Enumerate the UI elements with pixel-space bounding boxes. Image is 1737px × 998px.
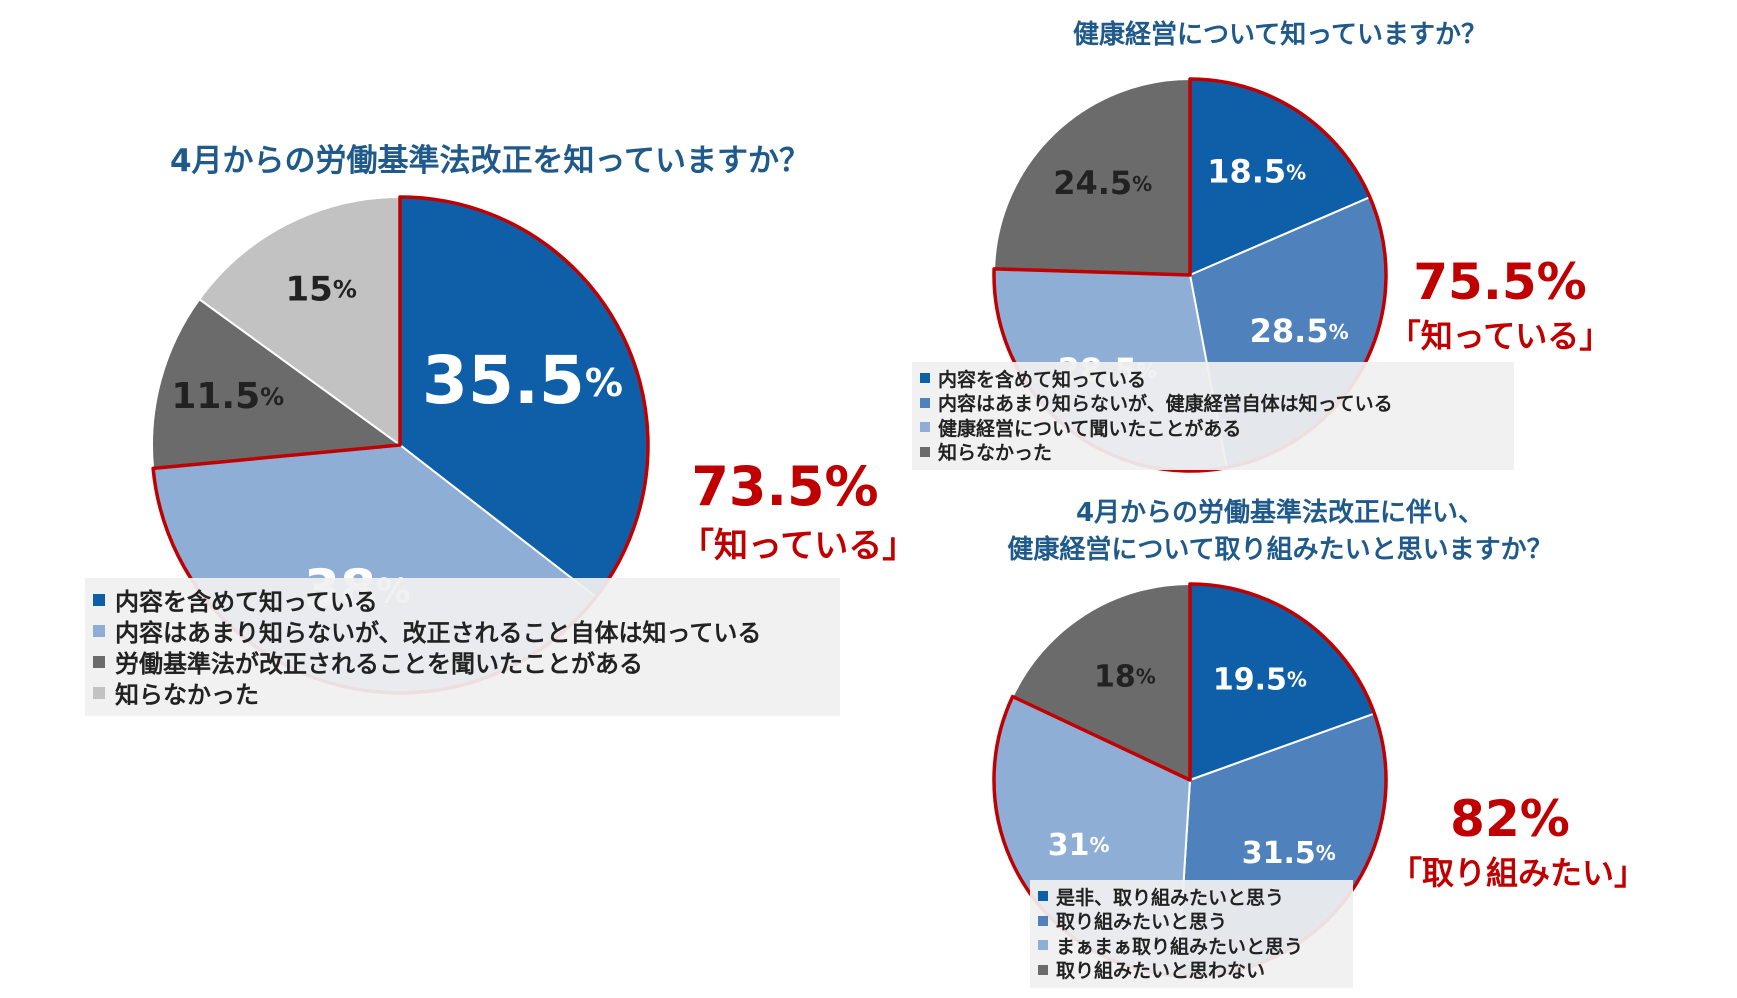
chart3-legend-swatch-1 xyxy=(1038,891,1048,902)
chart2-legend-item-2: 内容はあまり知らないが、健康経営自体は知っている xyxy=(920,391,1506,416)
chart3-slice-1-unit: % xyxy=(1287,667,1307,691)
chart3-legend-item-3: まぁまぁ取り組みたいと思う xyxy=(1038,933,1345,958)
chart3-slice-1-label: 19.5% xyxy=(1213,662,1307,697)
chart2-slice-4-value: 24.5 xyxy=(1053,164,1132,202)
chart1-slice-3-label: 11.5% xyxy=(171,376,284,417)
chart3-slice-3-label: 31% xyxy=(1048,827,1110,862)
chart2-legend-swatch-2 xyxy=(920,397,930,408)
chart1-legend-label-2: 内容はあまり知らないが、改正されること自体は知っている xyxy=(115,619,762,647)
chart2-summary-value: 75.5% xyxy=(1413,253,1587,311)
chart3-legend-item-4: 取り組みたいと思わない xyxy=(1038,958,1345,983)
chart2-legend: 内容を含めて知っている 内容はあまり知らないが、健康経営自体は知っている 健康経営に… xyxy=(912,362,1514,470)
chart2-summary-label: 「知っている」 xyxy=(1388,317,1612,355)
chart1-slice-1-label: 35.5% xyxy=(422,342,623,419)
chart2-slice-4 xyxy=(993,77,1191,277)
chart3-slice-2-label: 31.5% xyxy=(1242,836,1336,871)
chart3-slice-1-value: 19.5 xyxy=(1213,662,1287,697)
chart2-slice-2-label: 28.5% xyxy=(1250,312,1349,350)
chart2-slice-4-label: 24.5% xyxy=(1053,164,1152,202)
chart1-slice-3-value: 11.5 xyxy=(171,376,260,417)
chart2-slice-1-value: 18.5 xyxy=(1207,152,1286,190)
chart1-legend-swatch-1 xyxy=(93,593,105,606)
chart1-legend-swatch-3 xyxy=(93,655,105,668)
chart1-slice-3 xyxy=(151,297,403,470)
chart3-slice-4-value: 18 xyxy=(1094,659,1136,694)
chart2-legend-swatch-1 xyxy=(920,373,930,384)
chart2-legend-item-1: 内容を含めて知っている xyxy=(920,366,1506,391)
chart2-slice-1-label: 18.5% xyxy=(1207,152,1306,190)
chart2-slice-2-value: 28.5 xyxy=(1250,312,1329,350)
chart1-legend: 内容を含めて知っている内容はあまり知らないが、改正されること自体は知っている 労働… xyxy=(85,578,840,716)
chart2-legend-swatch-3 xyxy=(920,422,930,433)
chart2-summary: 75.5% 「知っている」 xyxy=(1385,253,1615,357)
chart2-legend-item-4: 知らなかった xyxy=(920,440,1506,465)
chart3-legend-item-2: 取り組みたいと思う xyxy=(1038,909,1345,934)
chart1-slice-1-unit: % xyxy=(585,360,623,404)
chart3-title-line2: 健康経営について取り組みたいと思いますか？ xyxy=(1007,535,1553,565)
chart3-legend-label-3: まぁまぁ取り組みたいと思う xyxy=(1056,935,1304,958)
chart3-legend: 是非、取り組みたいと思う 取り組みたいと思う まぁまぁ取り組みたいと思う 取り組みたい… xyxy=(1030,880,1353,988)
chart1-slice-4 xyxy=(197,195,401,447)
chart3-title: 4月からの労働基準法改正に伴い、 健康経営について取り組みたいと思いますか？ xyxy=(1000,495,1560,569)
chart3-legend-swatch-2 xyxy=(1038,915,1048,926)
chart1-summary-label: 「知っている」 xyxy=(680,526,917,566)
chart3-legend-label-2: 取り組みたいと思う xyxy=(1056,911,1228,934)
chart3-legend-item-1: 是非、取り組みたいと思う xyxy=(1038,884,1345,909)
chart1-summary-value: 73.5% xyxy=(691,455,879,518)
chart1-summary: 73.5% 「知っている」 xyxy=(680,455,917,567)
chart1-slice-3-unit: % xyxy=(260,383,284,411)
chart3-title-line1: 4月からの労働基準法改正に伴い、 xyxy=(1075,498,1485,528)
chart1-legend-label-4: 知らなかった xyxy=(115,681,259,709)
chart1-legend-swatch-4 xyxy=(93,686,105,699)
chart1-slice-4-label: 15% xyxy=(285,269,356,309)
chart3-slice-3-value: 31 xyxy=(1048,827,1090,862)
chart3-slice-4 xyxy=(1011,582,1191,782)
chart2-legend-label-1: 内容を含めて知っている xyxy=(938,368,1147,391)
chart3-legend-label-1: 是非、取り組みたいと思う xyxy=(1056,886,1285,909)
chart3-slice-3-unit: % xyxy=(1090,832,1110,856)
chart1-legend-item-3: 労働基準法が改正されることを聞いたことがある xyxy=(93,646,832,678)
chart3-slice-4-unit: % xyxy=(1136,664,1156,688)
chart3-slice-2-value: 31.5 xyxy=(1242,836,1316,871)
chart2-legend-swatch-4 xyxy=(920,446,930,457)
chart3-summary-value: 82% xyxy=(1450,790,1570,848)
chart2-title: 健康経営について知っていますか？ xyxy=(1073,20,1487,50)
chart1-legend-item-2: 内容はあまり知らないが、改正されること自体は知っている xyxy=(93,615,832,647)
chart3-legend-label-4: 取り組みたいと思わない xyxy=(1056,960,1266,983)
chart3-legend-swatch-3 xyxy=(1038,940,1048,951)
chart2-legend-label-2: 内容はあまり知らないが、健康経営自体は知っている xyxy=(938,393,1393,416)
chart2-slice-1-unit: % xyxy=(1286,160,1306,184)
chart1-legend-label-1: 内容を含めて知っている xyxy=(115,588,378,616)
chart2-legend-label-4: 知らなかった xyxy=(938,442,1053,465)
chart3-legend-swatch-4 xyxy=(1038,964,1048,975)
chart3-summary: 82% 「取り組みたい」 xyxy=(1390,790,1647,894)
chart1-legend-label-3: 労働基準法が改正されることを聞いたことがある xyxy=(115,650,643,678)
chart1-slice-4-unit: % xyxy=(333,275,357,303)
chart1-slice-1-value: 35.5 xyxy=(422,342,585,419)
chart3-slice-4-label: 18% xyxy=(1094,659,1156,694)
chart1-legend-item-1: 内容を含めて知っている xyxy=(93,584,832,616)
chart1-title: 4月からの労働基準法改正を知っていますか？ xyxy=(169,143,811,179)
chart3-slice-2-unit: % xyxy=(1316,841,1336,865)
chart3-summary-label: 「取り組みたい」 xyxy=(1390,854,1647,892)
chart2-slice-2-unit: % xyxy=(1329,319,1349,343)
chart2-legend-item-3: 健康経営について聞いたことがある xyxy=(920,415,1506,440)
chart2-legend-label-3: 健康経営について聞いたことがある xyxy=(938,417,1242,440)
chart1-legend-item-4: 知らなかった xyxy=(93,677,832,709)
chart1-slice-4-value: 15 xyxy=(285,269,332,309)
chart1-legend-swatch-2 xyxy=(93,624,105,637)
chart2-slice-4-unit: % xyxy=(1132,171,1152,195)
